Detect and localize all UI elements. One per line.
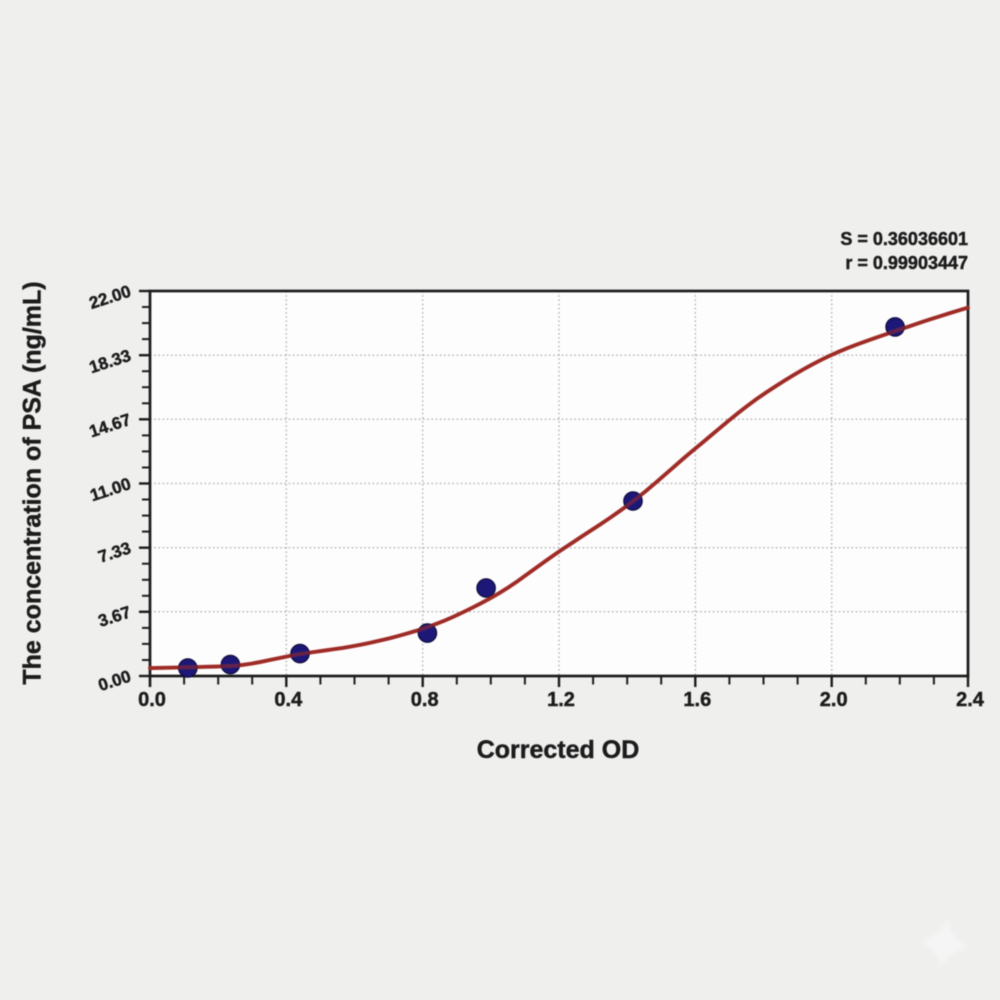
svg-text:The concentration of PSA (ng/m: The concentration of PSA (ng/mL) bbox=[19, 281, 47, 684]
svg-text:1.6: 1.6 bbox=[683, 689, 711, 711]
svg-text:2.4: 2.4 bbox=[956, 689, 985, 711]
svg-text:Corrected OD: Corrected OD bbox=[477, 736, 640, 764]
svg-text:2.0: 2.0 bbox=[820, 689, 848, 711]
svg-text:r = 0.99903447: r = 0.99903447 bbox=[845, 253, 968, 273]
svg-text:1.2: 1.2 bbox=[547, 689, 575, 711]
svg-text:0.8: 0.8 bbox=[411, 689, 439, 711]
svg-text:0.4: 0.4 bbox=[274, 689, 303, 711]
svg-text:0.0: 0.0 bbox=[138, 689, 166, 711]
svg-text:S = 0.36036601: S = 0.36036601 bbox=[840, 229, 968, 249]
